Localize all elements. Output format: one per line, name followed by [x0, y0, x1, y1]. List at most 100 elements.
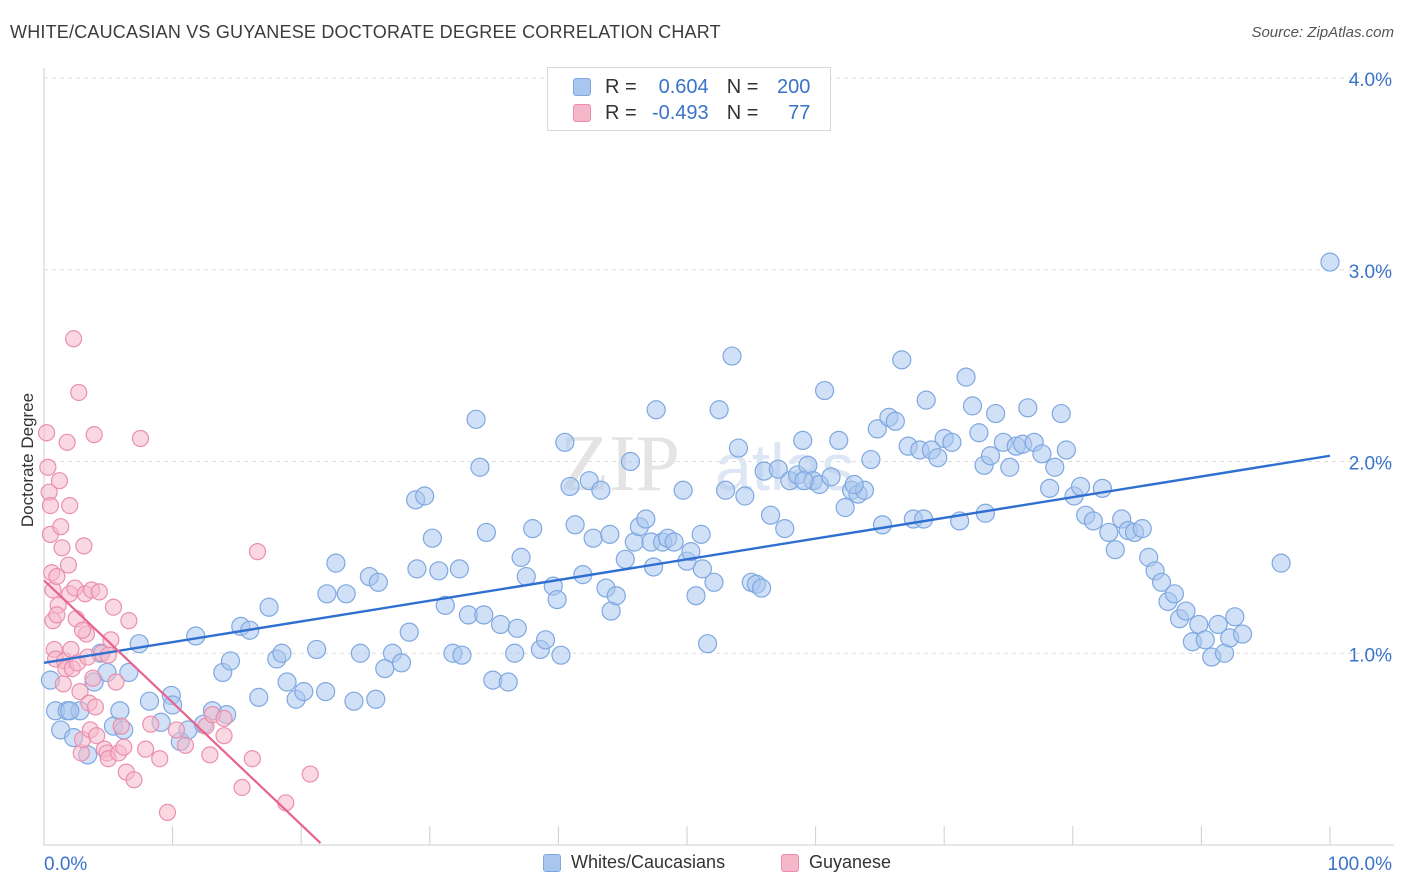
- swatch-blue: [543, 853, 561, 872]
- data-point: [728, 438, 749, 458]
- data-point: [565, 515, 585, 535]
- data-point: [277, 794, 295, 812]
- series-whites-caucasians: [40, 252, 1340, 765]
- data-point: [986, 403, 1006, 424]
- data-point: [368, 572, 388, 592]
- data-point: [835, 497, 855, 518]
- data-point: [48, 567, 66, 586]
- data-point: [52, 518, 70, 536]
- data-point: [942, 432, 962, 452]
- r-value: 0.604: [658, 75, 709, 98]
- data-point: [867, 419, 887, 439]
- data-point: [125, 771, 143, 789]
- data-point: [375, 658, 395, 679]
- data-point: [449, 559, 469, 579]
- data-point: [636, 509, 656, 529]
- data-point: [1271, 553, 1291, 573]
- trend-line-whites: [43, 454, 1331, 665]
- data-point: [821, 467, 841, 487]
- data-point: [591, 480, 611, 500]
- data-point: [1225, 607, 1245, 627]
- data-point: [90, 583, 108, 601]
- data-point: [301, 765, 319, 783]
- data-point: [507, 618, 527, 638]
- data-point: [560, 476, 580, 497]
- y-tick-label: 4.0%: [1349, 70, 1392, 91]
- data-point: [317, 584, 337, 604]
- data-point: [112, 717, 130, 735]
- data-point: [600, 524, 620, 544]
- data-point: [1099, 522, 1119, 543]
- data-point: [59, 556, 78, 574]
- data-point: [60, 701, 80, 721]
- x-tick-label-min: 0.0%: [44, 854, 87, 875]
- data-point: [615, 549, 635, 569]
- n-value: 77: [788, 101, 811, 124]
- data-point: [470, 457, 490, 477]
- data-point: [107, 673, 125, 691]
- data-point: [815, 380, 835, 401]
- axes: [43, 68, 1394, 846]
- data-point: [61, 497, 79, 515]
- data-point: [962, 396, 983, 416]
- data-point: [85, 426, 103, 444]
- data-point: [892, 350, 912, 370]
- data-point: [697, 634, 718, 654]
- legend-item-guyanese[interactable]: Guyanese: [781, 852, 891, 873]
- data-point: [391, 653, 412, 673]
- data-point: [422, 528, 442, 548]
- data-point: [1045, 457, 1065, 477]
- data-point: [131, 429, 150, 448]
- data-point: [535, 630, 556, 650]
- data-point: [248, 543, 267, 561]
- data-point: [673, 480, 693, 500]
- data-point: [511, 547, 531, 567]
- data-point: [294, 681, 314, 702]
- legend-label: Whites/Caucasians: [571, 852, 726, 872]
- x-tick-label-max: 100.0%: [1328, 854, 1393, 875]
- legend-label: Guyanese: [809, 852, 892, 872]
- data-point: [1195, 630, 1215, 650]
- data-point: [86, 698, 105, 716]
- data-point: [722, 346, 742, 366]
- data-point: [969, 423, 989, 443]
- data-point: [452, 645, 472, 665]
- data-point: [1040, 478, 1060, 498]
- data-point: [760, 505, 781, 525]
- data-point: [71, 682, 89, 701]
- n-value: 200: [777, 75, 811, 98]
- data-point: [715, 480, 736, 500]
- data-point: [872, 515, 893, 535]
- data-point: [476, 522, 496, 543]
- data-point: [99, 646, 117, 664]
- data-point: [167, 721, 186, 739]
- data-point: [551, 645, 571, 665]
- r-label: R =: [605, 75, 637, 98]
- data-point: [41, 497, 60, 515]
- swatch-pink: [781, 853, 799, 872]
- data-point: [201, 746, 219, 764]
- data-point: [505, 643, 525, 663]
- data-point: [916, 390, 936, 410]
- data-point: [498, 672, 518, 692]
- data-point: [1032, 444, 1052, 464]
- data-point: [664, 532, 684, 552]
- data-point: [88, 727, 106, 745]
- chart-title: WHITE/CAUCASIAN VS GUYANESE DOCTORATE DE…: [10, 22, 721, 42]
- data-point: [555, 432, 575, 452]
- data-point: [1232, 624, 1253, 644]
- data-point: [429, 561, 449, 581]
- data-point: [466, 409, 486, 429]
- data-point: [1070, 476, 1091, 497]
- data-point: [768, 459, 788, 479]
- data-point: [139, 691, 160, 711]
- data-point: [70, 383, 88, 402]
- data-point: [681, 542, 701, 562]
- data-point: [220, 651, 241, 671]
- data-point: [259, 597, 279, 617]
- data-point: [243, 750, 261, 768]
- data-point: [120, 612, 138, 630]
- data-point: [104, 598, 123, 616]
- data-point: [646, 400, 666, 420]
- legend-item-whites[interactable]: Whites/Caucasians: [543, 852, 725, 873]
